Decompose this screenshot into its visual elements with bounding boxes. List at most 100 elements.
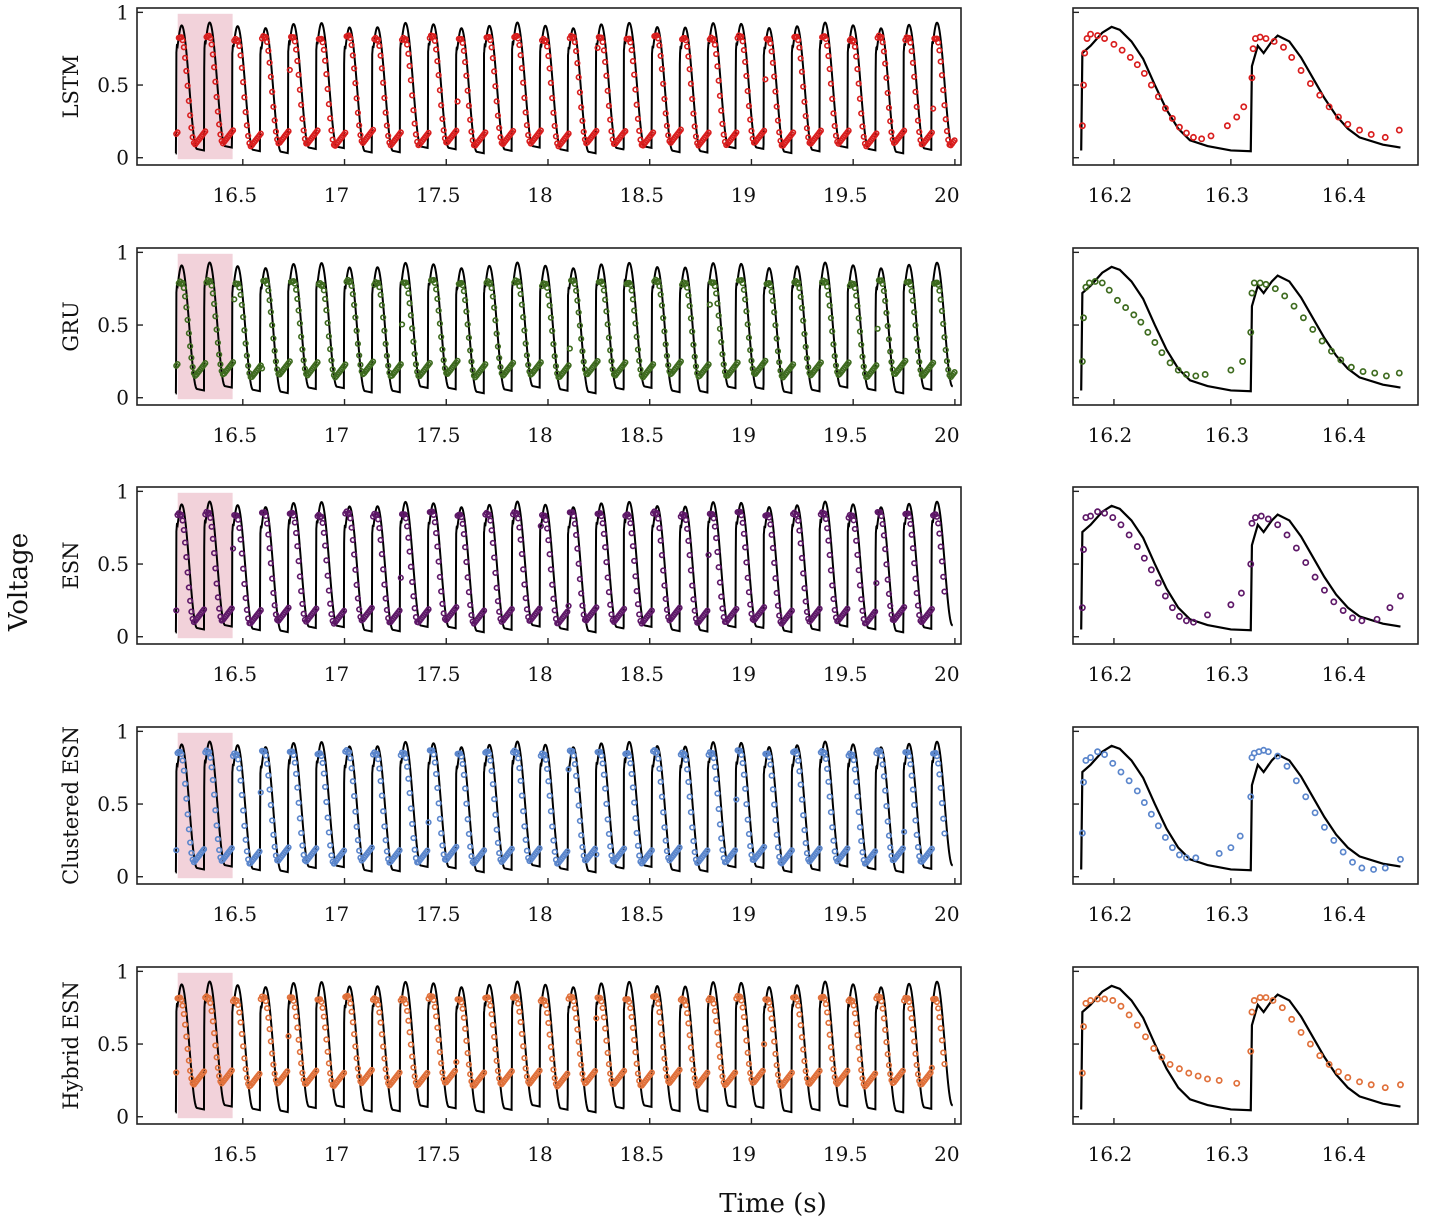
prediction-point <box>911 801 918 809</box>
zoom-prediction-point <box>1248 289 1256 297</box>
zoom-x-tick-label: 16.3 <box>1205 902 1250 926</box>
prediction-point <box>740 1013 748 1021</box>
zoom-prediction-point <box>1133 543 1141 551</box>
prediction-point <box>425 606 432 613</box>
prediction-point <box>830 837 837 844</box>
prediction-point <box>438 830 445 837</box>
prediction-point <box>767 1006 774 1013</box>
prediction-point <box>464 1050 471 1057</box>
prediction-point <box>409 92 416 99</box>
prediction-point <box>767 521 774 528</box>
prediction-point <box>188 608 195 615</box>
prediction-point <box>285 1033 292 1040</box>
prediction-point <box>941 830 948 837</box>
prediction-point <box>689 1056 696 1063</box>
zoom-x-tick-label: 16.4 <box>1322 662 1367 686</box>
prediction-point <box>662 110 669 117</box>
prediction-point <box>657 291 664 298</box>
prediction-point <box>716 579 724 586</box>
prediction-point <box>627 39 634 46</box>
prediction-point <box>771 1038 778 1045</box>
zoom-prediction-point <box>1133 1021 1141 1029</box>
prediction-point <box>240 807 247 814</box>
prediction-point <box>438 588 445 595</box>
prediction-point <box>793 511 800 518</box>
prediction-point <box>348 1008 355 1015</box>
prediction-point <box>496 354 503 362</box>
zoom-prediction-point <box>1262 35 1270 42</box>
ground-truth-line <box>174 740 953 874</box>
zoom-prediction-point <box>1125 1011 1133 1019</box>
prediction-point <box>453 1059 460 1066</box>
zoom-prediction-point <box>1109 759 1117 767</box>
prediction-point <box>825 778 832 785</box>
prediction-point <box>521 581 528 588</box>
prediction-point <box>269 322 276 329</box>
prediction-point <box>742 1025 749 1032</box>
prediction-point <box>320 46 327 53</box>
prediction-point <box>902 357 909 364</box>
prediction-point <box>911 560 918 567</box>
prediction-point <box>293 529 300 537</box>
prediction-point <box>665 132 672 139</box>
zoom-prediction-point <box>1290 302 1298 310</box>
prediction-point <box>410 338 417 345</box>
zoom-panel: 16.2 16.3 16.4 <box>1072 726 1419 926</box>
prediction-point <box>936 771 943 778</box>
prediction-point <box>658 793 666 800</box>
prediction-point <box>487 1002 494 1009</box>
prediction-point <box>705 129 712 136</box>
zoom-prediction-point <box>1297 1028 1305 1036</box>
prediction-point <box>878 33 885 41</box>
prediction-point <box>935 520 942 527</box>
zoom-prediction-point <box>1381 133 1389 141</box>
prediction-point <box>269 575 276 582</box>
prediction-point <box>731 847 739 854</box>
prediction-point <box>928 129 935 136</box>
prediction-point <box>739 759 746 767</box>
prediction-point <box>607 601 614 608</box>
prediction-point <box>324 85 331 93</box>
zoom-prediction-point <box>1154 822 1162 830</box>
prediction-point <box>342 129 349 136</box>
prediction-point <box>597 510 604 517</box>
prediction-point <box>356 847 363 854</box>
prediction-point <box>622 359 629 366</box>
zoom-prediction-point <box>1397 592 1404 600</box>
zoom-prediction-point <box>1192 854 1200 862</box>
zoom-prediction-point <box>1185 1069 1193 1077</box>
prediction-point <box>940 320 947 327</box>
prediction-point <box>182 54 189 61</box>
zoom-prediction-point <box>1330 836 1338 844</box>
prediction-point <box>938 558 946 565</box>
zoom-prediction-point <box>1166 1060 1174 1068</box>
prediction-point <box>405 534 412 541</box>
prediction-point <box>860 363 867 370</box>
prediction-point <box>916 853 923 860</box>
prediction-point <box>486 750 493 758</box>
prediction-point <box>661 824 668 831</box>
zoom-prediction-point <box>1247 328 1255 336</box>
prediction-point <box>439 115 446 123</box>
prediction-point <box>493 98 500 105</box>
prediction-point <box>656 283 663 290</box>
prediction-point <box>829 582 836 589</box>
prediction-point <box>797 1022 804 1029</box>
prediction-point <box>271 602 278 609</box>
prediction-point <box>719 605 726 612</box>
x-tick-label: 17.5 <box>416 902 461 926</box>
prediction-point <box>493 1057 500 1064</box>
prediction-point <box>515 35 522 42</box>
prediction-point <box>821 749 828 756</box>
prediction-point <box>375 756 382 763</box>
zoom-prediction-point <box>1283 531 1291 539</box>
prediction-point <box>369 126 377 133</box>
prediction-point <box>565 766 572 773</box>
prediction-point <box>663 847 671 855</box>
prediction-point <box>599 520 606 527</box>
zoom-prediction-point <box>1117 768 1125 776</box>
prediction-point <box>409 820 416 828</box>
prediction-point <box>549 581 556 588</box>
prediction-point <box>738 276 745 284</box>
zoom-x-tick-label: 16.4 <box>1322 1142 1367 1166</box>
